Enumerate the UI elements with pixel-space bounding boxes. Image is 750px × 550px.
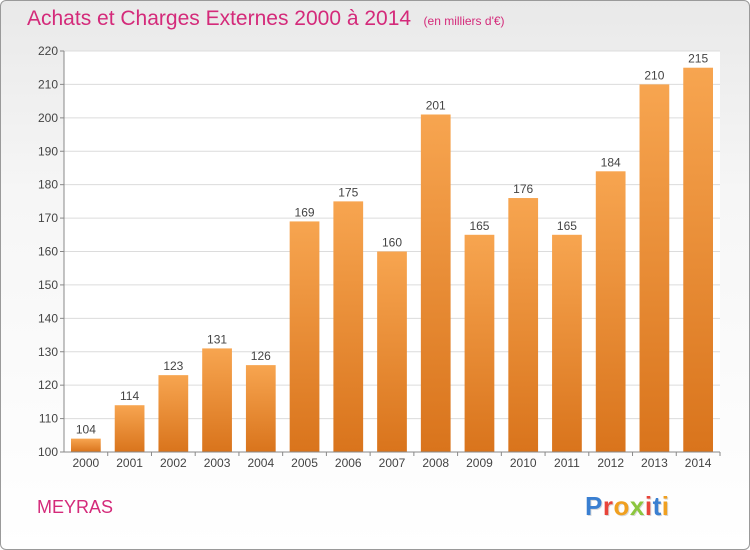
y-tick-label: 100 xyxy=(38,445,58,459)
bar xyxy=(508,198,538,452)
proxiti-logo: Proxiti xyxy=(585,491,669,522)
bar xyxy=(421,114,451,452)
chart-frame: Achats et Charges Externes 2000 à 2014 (… xyxy=(0,0,750,550)
y-tick-label: 120 xyxy=(38,378,58,392)
logo-letter: P xyxy=(585,491,603,521)
bar-value-label: 201 xyxy=(426,98,446,112)
bar xyxy=(377,252,407,453)
y-tick-label: 200 xyxy=(38,111,58,125)
bar-value-label: 131 xyxy=(207,332,227,346)
logo-letter: r xyxy=(603,491,614,521)
bar-value-label: 210 xyxy=(644,68,664,82)
bar xyxy=(115,405,145,452)
x-tick-label: 2004 xyxy=(247,456,274,470)
y-tick-label: 220 xyxy=(38,44,58,58)
bar-value-label: 114 xyxy=(120,389,139,403)
bar-value-label: 126 xyxy=(251,349,271,363)
y-tick-label: 140 xyxy=(38,311,58,325)
x-tick-label: 2010 xyxy=(510,456,537,470)
x-tick-label: 2008 xyxy=(422,456,449,470)
bar-value-label: 176 xyxy=(513,182,533,196)
x-tick-label: 2007 xyxy=(379,456,406,470)
bar-value-label: 169 xyxy=(295,205,315,219)
city-label: MEYRAS xyxy=(37,497,113,518)
bar xyxy=(290,221,320,452)
y-tick-label: 160 xyxy=(38,245,58,259)
bar-value-label: 215 xyxy=(688,52,708,66)
bar-chart: 104 114 123 131 126 169 175 160 201 165 176 165 184 2… xyxy=(1,1,749,549)
x-tick-label: 2003 xyxy=(204,456,231,470)
logo-letter: o xyxy=(613,491,629,521)
x-tick-label: 2014 xyxy=(685,456,712,470)
logo-letter: i xyxy=(645,491,653,521)
bar-value-label: 160 xyxy=(382,236,402,250)
bar xyxy=(333,201,363,452)
x-tick-label: 2009 xyxy=(466,456,493,470)
x-tick-label: 2005 xyxy=(291,456,318,470)
logo-letter: i xyxy=(662,491,670,521)
bar-value-label: 165 xyxy=(469,219,489,233)
bar xyxy=(552,235,582,452)
x-tick-label: 2006 xyxy=(335,456,362,470)
x-tick-label: 2012 xyxy=(597,456,624,470)
logo-letter: x xyxy=(630,491,645,521)
y-tick-label: 180 xyxy=(38,178,58,192)
bar xyxy=(683,68,713,452)
x-tick-label: 2000 xyxy=(73,456,100,470)
y-tick-label: 190 xyxy=(38,144,58,158)
x-tick-label: 2001 xyxy=(116,456,143,470)
x-tick-label: 2011 xyxy=(554,456,580,470)
bar xyxy=(596,171,626,452)
bar-value-label: 104 xyxy=(76,423,96,437)
x-tick-label: 2013 xyxy=(641,456,668,470)
x-tick-label: 2002 xyxy=(160,456,187,470)
logo-letter: t xyxy=(653,491,662,521)
y-tick-label: 170 xyxy=(38,211,58,225)
bar xyxy=(465,235,495,452)
bar-value-label: 175 xyxy=(338,185,358,199)
y-tick-label: 150 xyxy=(38,278,58,292)
y-tick-label: 130 xyxy=(38,345,58,359)
bar xyxy=(202,348,232,452)
bar xyxy=(158,375,188,452)
y-tick-label: 210 xyxy=(38,77,58,91)
bar xyxy=(71,439,101,452)
bar-value-label: 123 xyxy=(163,359,183,373)
bar-value-label: 165 xyxy=(557,219,577,233)
bar-value-label: 184 xyxy=(601,155,621,169)
bar xyxy=(640,84,670,452)
y-tick-label: 110 xyxy=(39,412,58,426)
bar xyxy=(246,365,276,452)
